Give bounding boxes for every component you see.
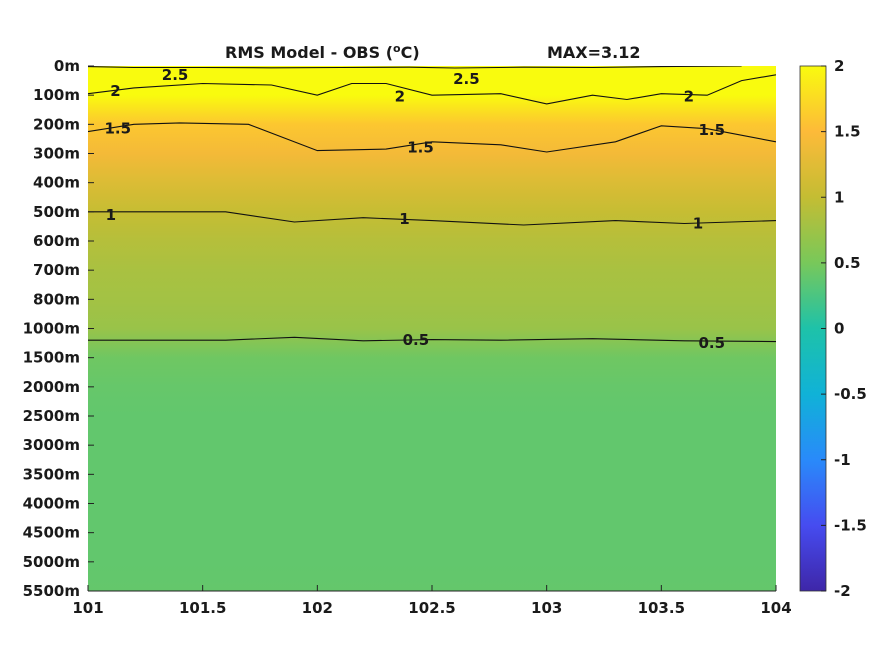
contour-label-2.5: 2.5 xyxy=(453,70,480,88)
x-tick-label: 103.5 xyxy=(638,599,685,617)
contour-line-0.5 xyxy=(88,336,776,343)
contour-label-0.5: 0.5 xyxy=(403,331,430,349)
x-tick-label: 102.5 xyxy=(408,599,455,617)
y-tick-label: 500m xyxy=(33,203,80,221)
colorbar-tick-label: -0.5 xyxy=(834,385,867,403)
chart-title-left: RMS Model - OBS (oC) xyxy=(225,42,420,63)
y-tick-label: 4000m xyxy=(23,495,80,513)
contour-line-2 xyxy=(88,74,776,105)
y-tick-label: 4500m xyxy=(23,524,80,542)
y-tick-label: 600m xyxy=(33,232,80,250)
x-tick-label: 101.5 xyxy=(179,599,226,617)
y-tick-label: 300m xyxy=(33,145,80,163)
heatmap-field xyxy=(88,66,776,591)
contour-label-1: 1 xyxy=(693,215,703,233)
colorbar-tick-label: 1.5 xyxy=(834,123,861,141)
chart-title: RMS Model - OBS (oC) MAX=3.12 xyxy=(225,42,641,63)
y-tick-label: 2000m xyxy=(23,378,80,396)
y-tick-label: 3000m xyxy=(23,436,80,454)
y-axis: 0m 100m 200m 300m 400m 500m 600m 700m 800m 1000m 1… xyxy=(23,57,94,600)
colorbar-tick-label: 0.5 xyxy=(834,254,861,272)
contour-label-2: 2 xyxy=(395,88,405,106)
contour-label-0.5: 0.5 xyxy=(699,334,726,352)
y-tick-label: 5500m xyxy=(23,582,80,600)
colorbar-tick-label: -2 xyxy=(834,582,851,600)
colorbar: 2 1.5 1 0.5 0 -0.5 -1 -1.5 -2 xyxy=(799,57,867,600)
y-tick-label: 3500m xyxy=(23,465,80,483)
contour-label-2: 2 xyxy=(110,82,120,100)
y-tick-label: 700m xyxy=(33,261,80,279)
y-tick-label: 5000m xyxy=(23,553,80,571)
contour-labels: 2.5 2.5 2 2 2 1.5 1.5 1.5 1 1 1 0.5 0.5 xyxy=(105,66,726,352)
colorbar-tick-label: -1 xyxy=(834,451,851,469)
contour-line-1 xyxy=(88,211,776,226)
colorbar-tick-label: 2 xyxy=(834,57,844,75)
x-tick-label: 103 xyxy=(531,599,562,617)
colorbar-tick-label: 1 xyxy=(834,188,844,206)
x-tick-label: 102 xyxy=(302,599,333,617)
contour-label-1.5: 1.5 xyxy=(105,120,132,138)
contour-label-1.5: 1.5 xyxy=(407,139,434,157)
x-tick-label: 104 xyxy=(760,599,791,617)
chart-title-max: MAX=3.12 xyxy=(547,43,641,62)
colorbar-tick-label: -1.5 xyxy=(834,516,867,534)
y-tick-label: 2500m xyxy=(23,407,80,425)
y-tick-label: 1500m xyxy=(23,349,80,367)
contour-label-1.5: 1.5 xyxy=(699,121,726,139)
contour-label-1: 1 xyxy=(399,210,409,228)
y-tick-label: 1000m xyxy=(23,320,80,338)
y-tick-label: 400m xyxy=(33,174,80,192)
plot-area xyxy=(88,66,776,591)
colorbar-tick-label: 0 xyxy=(834,320,844,338)
contour-line-1.5 xyxy=(88,122,776,153)
contour-label-1: 1 xyxy=(106,206,116,224)
y-tick-label: 0m xyxy=(54,57,80,75)
contour-line-2.5 xyxy=(88,66,742,69)
y-tick-label: 100m xyxy=(33,86,80,104)
y-tick-label: 800m xyxy=(33,290,80,308)
y-tick-label: 200m xyxy=(33,115,80,133)
contour-lines xyxy=(88,66,776,343)
x-axis: 101 101.5 102 102.5 103 103.5 104 xyxy=(72,585,792,617)
contour-label-2.5: 2.5 xyxy=(162,66,189,84)
contour-label-2: 2 xyxy=(684,88,694,106)
x-tick-label: 101 xyxy=(72,599,103,617)
